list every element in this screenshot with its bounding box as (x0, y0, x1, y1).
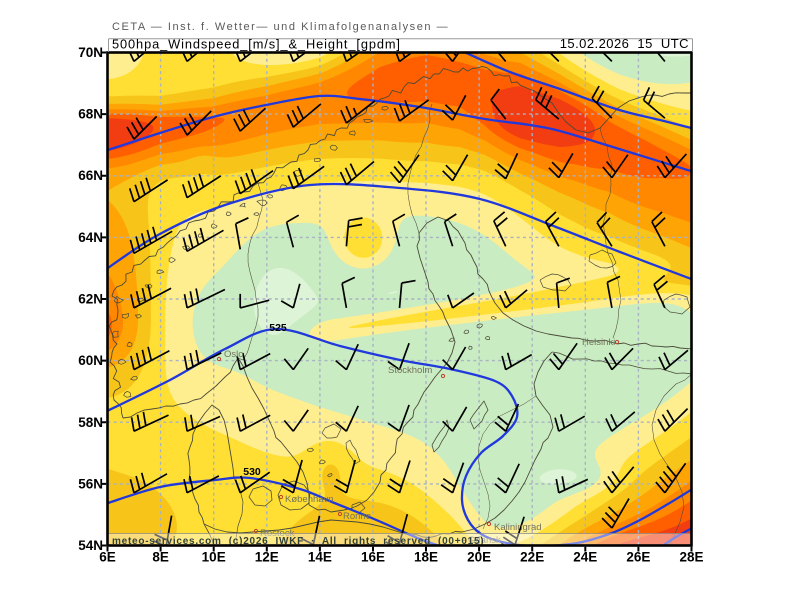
svg-text:60N: 60N (78, 353, 103, 368)
svg-text:62N: 62N (78, 292, 103, 307)
svg-text:15.02.2026 15 UTC: 15.02.2026 15 UTC (560, 36, 689, 51)
svg-text:68N: 68N (78, 107, 103, 122)
svg-text:26E: 26E (626, 550, 650, 565)
svg-text:66N: 66N (78, 168, 103, 183)
svg-text:500hpa_Windspeed_[m/s]_&_Heigh: 500hpa_Windspeed_[m/s]_&_Height_[gpdm] (112, 36, 401, 51)
svg-text:10E: 10E (202, 550, 226, 565)
svg-text:530: 530 (243, 466, 261, 478)
svg-text:64N: 64N (78, 230, 103, 245)
svg-text:CETA — Inst. f. Wetter— und Kl: CETA — Inst. f. Wetter— und Klimafolgena… (112, 21, 449, 33)
svg-text:Gdansk: Gdansk (468, 535, 501, 546)
svg-text:Ronne: Ronne (343, 511, 371, 522)
svg-text:Stockholm: Stockholm (388, 365, 432, 376)
svg-text:8E: 8E (152, 550, 169, 565)
svg-text:6E: 6E (99, 550, 116, 565)
svg-text:København: København (285, 494, 334, 505)
svg-text:14E: 14E (308, 550, 332, 565)
svg-text:70N: 70N (78, 45, 103, 60)
svg-text:Oslo: Oslo (224, 349, 244, 360)
svg-text:12E: 12E (255, 550, 279, 565)
svg-text:56N: 56N (78, 476, 103, 491)
svg-text:Kaliningrad: Kaliningrad (494, 522, 542, 533)
svg-text:58N: 58N (78, 415, 103, 430)
svg-text:525: 525 (269, 322, 287, 334)
svg-text:24E: 24E (573, 550, 597, 565)
svg-text:18E: 18E (414, 550, 438, 565)
svg-text:20E: 20E (467, 550, 491, 565)
svg-text:Helsinki: Helsinki (582, 337, 615, 348)
svg-text:28E: 28E (679, 550, 703, 565)
svg-text:54N: 54N (78, 538, 103, 553)
svg-text:22E: 22E (520, 550, 544, 565)
svg-text:16E: 16E (361, 550, 385, 565)
svg-text:meteo-services.com (c)2026 I: meteo-services.com (c)2026 IWKF · All ri… (112, 536, 484, 547)
